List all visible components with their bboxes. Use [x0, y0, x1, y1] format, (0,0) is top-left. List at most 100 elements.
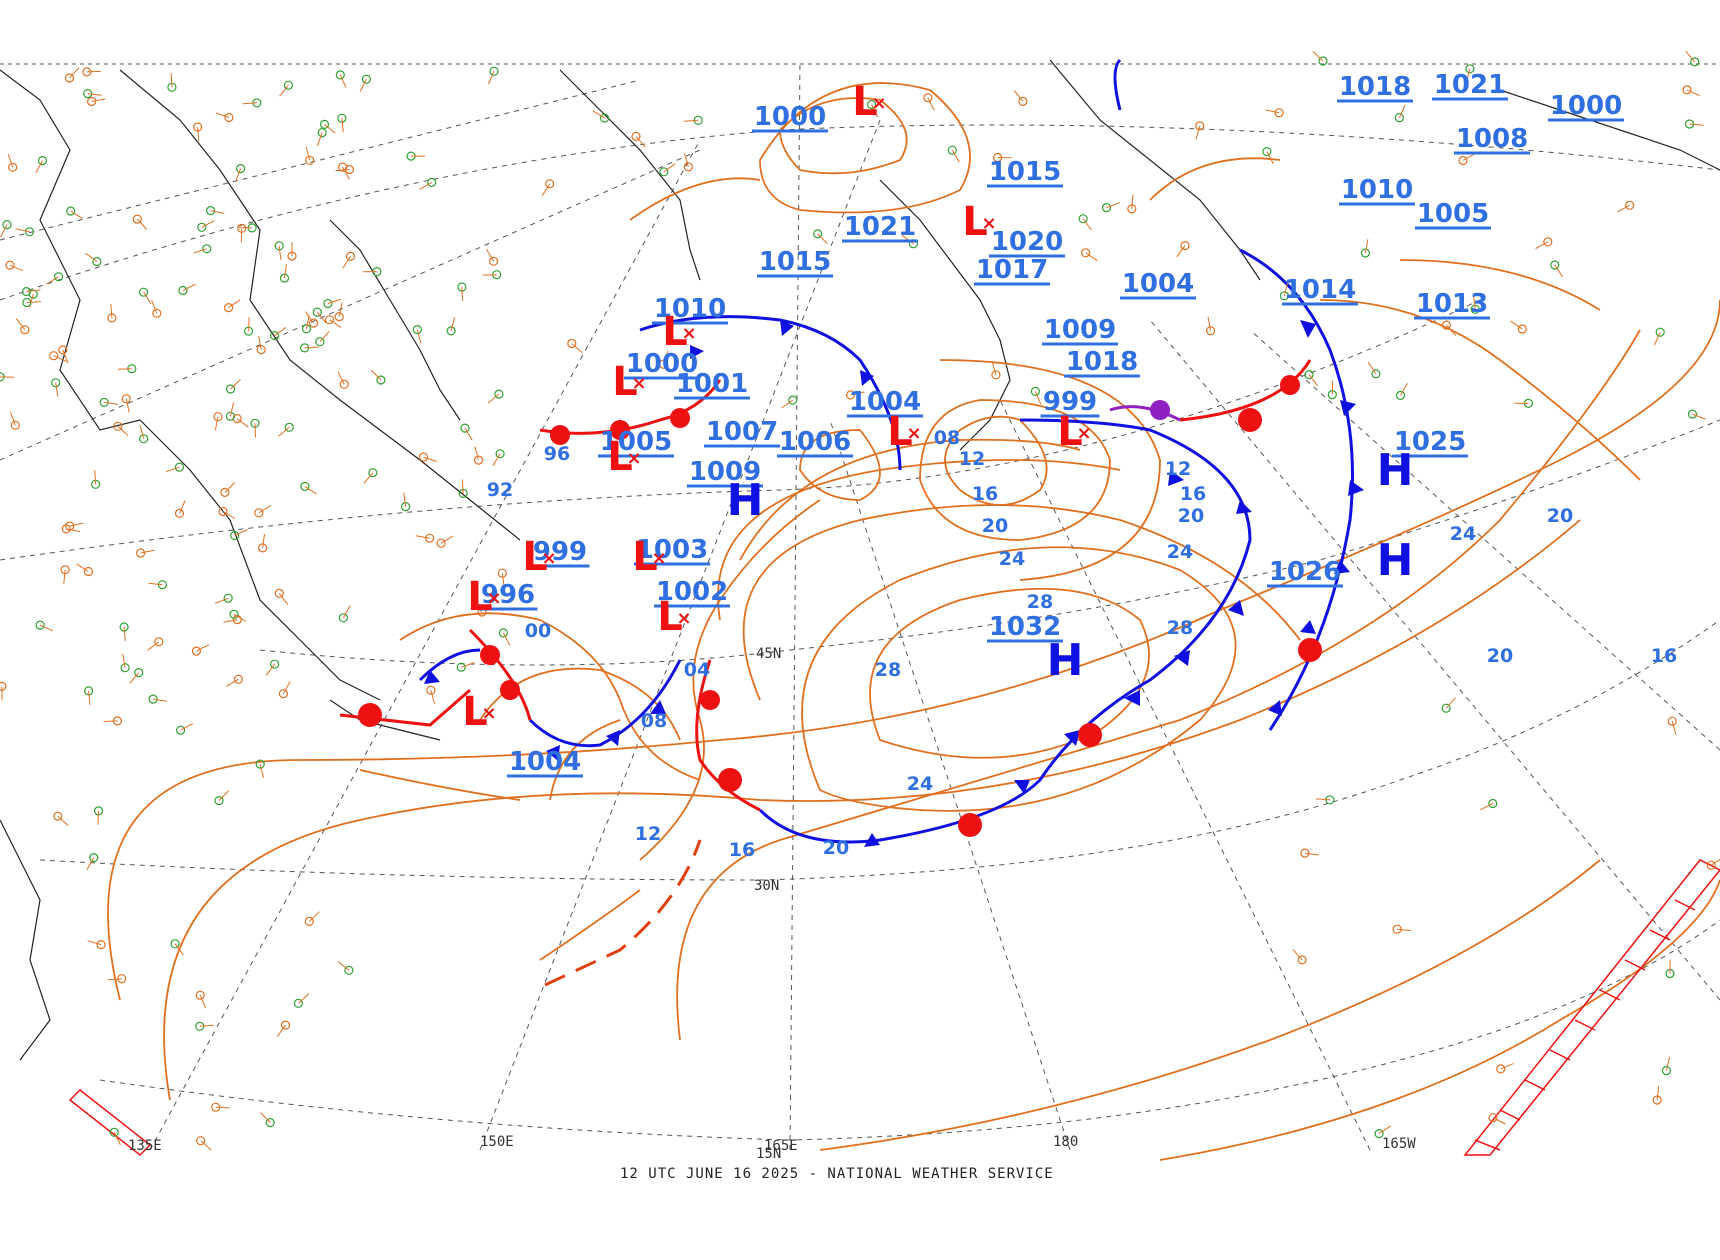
- wind-barb: [1689, 123, 1704, 126]
- station-marker: [24, 227, 35, 237]
- wind-barb: [35, 160, 43, 174]
- wind-barb: [200, 1140, 212, 1151]
- isobar-value-label: 08: [934, 427, 960, 449]
- center-pressure-value: 1003: [636, 535, 708, 565]
- wind-barb: [304, 485, 317, 495]
- station-marker: [53, 272, 64, 282]
- isobar-value-label: 28: [875, 659, 901, 681]
- wind-barb: [1462, 153, 1476, 161]
- lat-label-30n: 30N: [754, 878, 779, 894]
- isobar-value-label: 96: [544, 443, 570, 465]
- wind-barb: [342, 166, 350, 180]
- wind-barb: [951, 149, 960, 163]
- station-marker: [446, 326, 456, 336]
- low-position-mark: ×: [676, 608, 691, 629]
- station-observations: [0, 50, 1720, 1151]
- center-pressure-value: 1009: [689, 457, 761, 487]
- wind-barb: [927, 97, 935, 111]
- low-symbol: L: [1057, 409, 1083, 455]
- station-marker: [923, 93, 933, 103]
- wind-barb: [279, 84, 289, 97]
- station-marker: [233, 674, 243, 684]
- front-ne-cold: [1113, 58, 1122, 111]
- station-marker: [1078, 214, 1088, 224]
- station-marker: [338, 162, 348, 172]
- wind-barb: [684, 153, 689, 168]
- station-marker: [344, 965, 354, 975]
- wind-barb: [215, 597, 229, 604]
- wind-barb: [254, 423, 256, 438]
- station-marker: [323, 298, 333, 309]
- pressure-label: 1015: [759, 247, 831, 277]
- station-marker: [278, 689, 288, 699]
- wind-barb: [196, 644, 210, 652]
- wind-barb: [143, 291, 152, 305]
- wind-barb: [305, 146, 311, 161]
- wind-barb: [122, 653, 126, 668]
- wind-barb: [262, 533, 265, 548]
- station-marker: [305, 155, 315, 165]
- wind-barb: [1292, 949, 1303, 961]
- wind-barb: [88, 690, 91, 705]
- wind-barb: [298, 993, 310, 1004]
- wind-barb: [324, 124, 336, 134]
- station-marker: [361, 74, 371, 84]
- pressure-label: 1009: [1044, 315, 1116, 345]
- wind-barb: [1364, 239, 1369, 254]
- station-marker: [178, 285, 188, 296]
- wind-barb: [86, 857, 95, 871]
- station-marker: [401, 502, 411, 512]
- station-marker: [436, 538, 446, 548]
- warm-front-ne: [1179, 359, 1312, 422]
- isobars: [107, 82, 1720, 1161]
- lon-label-165e: 165E: [764, 1138, 798, 1154]
- wind-barb: [199, 1024, 214, 1027]
- wind-barb: [415, 535, 430, 539]
- station-marker: [1318, 56, 1328, 66]
- wind-barb: [416, 329, 422, 344]
- occluded-front: [1109, 405, 1181, 422]
- station-marker: [317, 128, 327, 138]
- center-pressure-value: 1000: [626, 349, 698, 379]
- station-marker: [599, 113, 610, 123]
- station-marker: [1690, 57, 1700, 67]
- station-marker: [1488, 798, 1498, 809]
- wind-barb: [123, 626, 126, 641]
- wind-barb: [87, 940, 102, 946]
- wind-barb: [259, 763, 264, 778]
- station-marker: [139, 434, 149, 444]
- wind-barb: [274, 326, 287, 337]
- station-marker: [258, 543, 268, 553]
- pressure-label: 1018: [1339, 72, 1411, 102]
- low-position-mark: ×: [871, 93, 886, 114]
- wind-barb: [684, 119, 699, 122]
- station-marker: [1661, 1065, 1672, 1076]
- station-marker: [426, 685, 436, 695]
- station-marker: [498, 628, 508, 638]
- station-marker: [136, 548, 146, 558]
- isobar-value-label: 08: [641, 710, 667, 732]
- isobar-value-label: 24: [999, 548, 1025, 570]
- lon-label-150e: 150E: [480, 1134, 514, 1150]
- station-marker: [174, 462, 184, 472]
- low-symbol: L: [852, 79, 878, 125]
- station-marker: [196, 1136, 206, 1146]
- station-marker: [1297, 955, 1307, 965]
- station-marker: [658, 359, 668, 369]
- low-position-mark: ×: [631, 373, 646, 394]
- station-marker: [284, 422, 294, 432]
- wind-barb: [370, 369, 382, 381]
- station-marker: [170, 939, 180, 949]
- station-marker: [256, 345, 266, 355]
- station-marker: [5, 260, 15, 270]
- station-marker: [218, 506, 228, 517]
- wind-barb: [278, 426, 290, 437]
